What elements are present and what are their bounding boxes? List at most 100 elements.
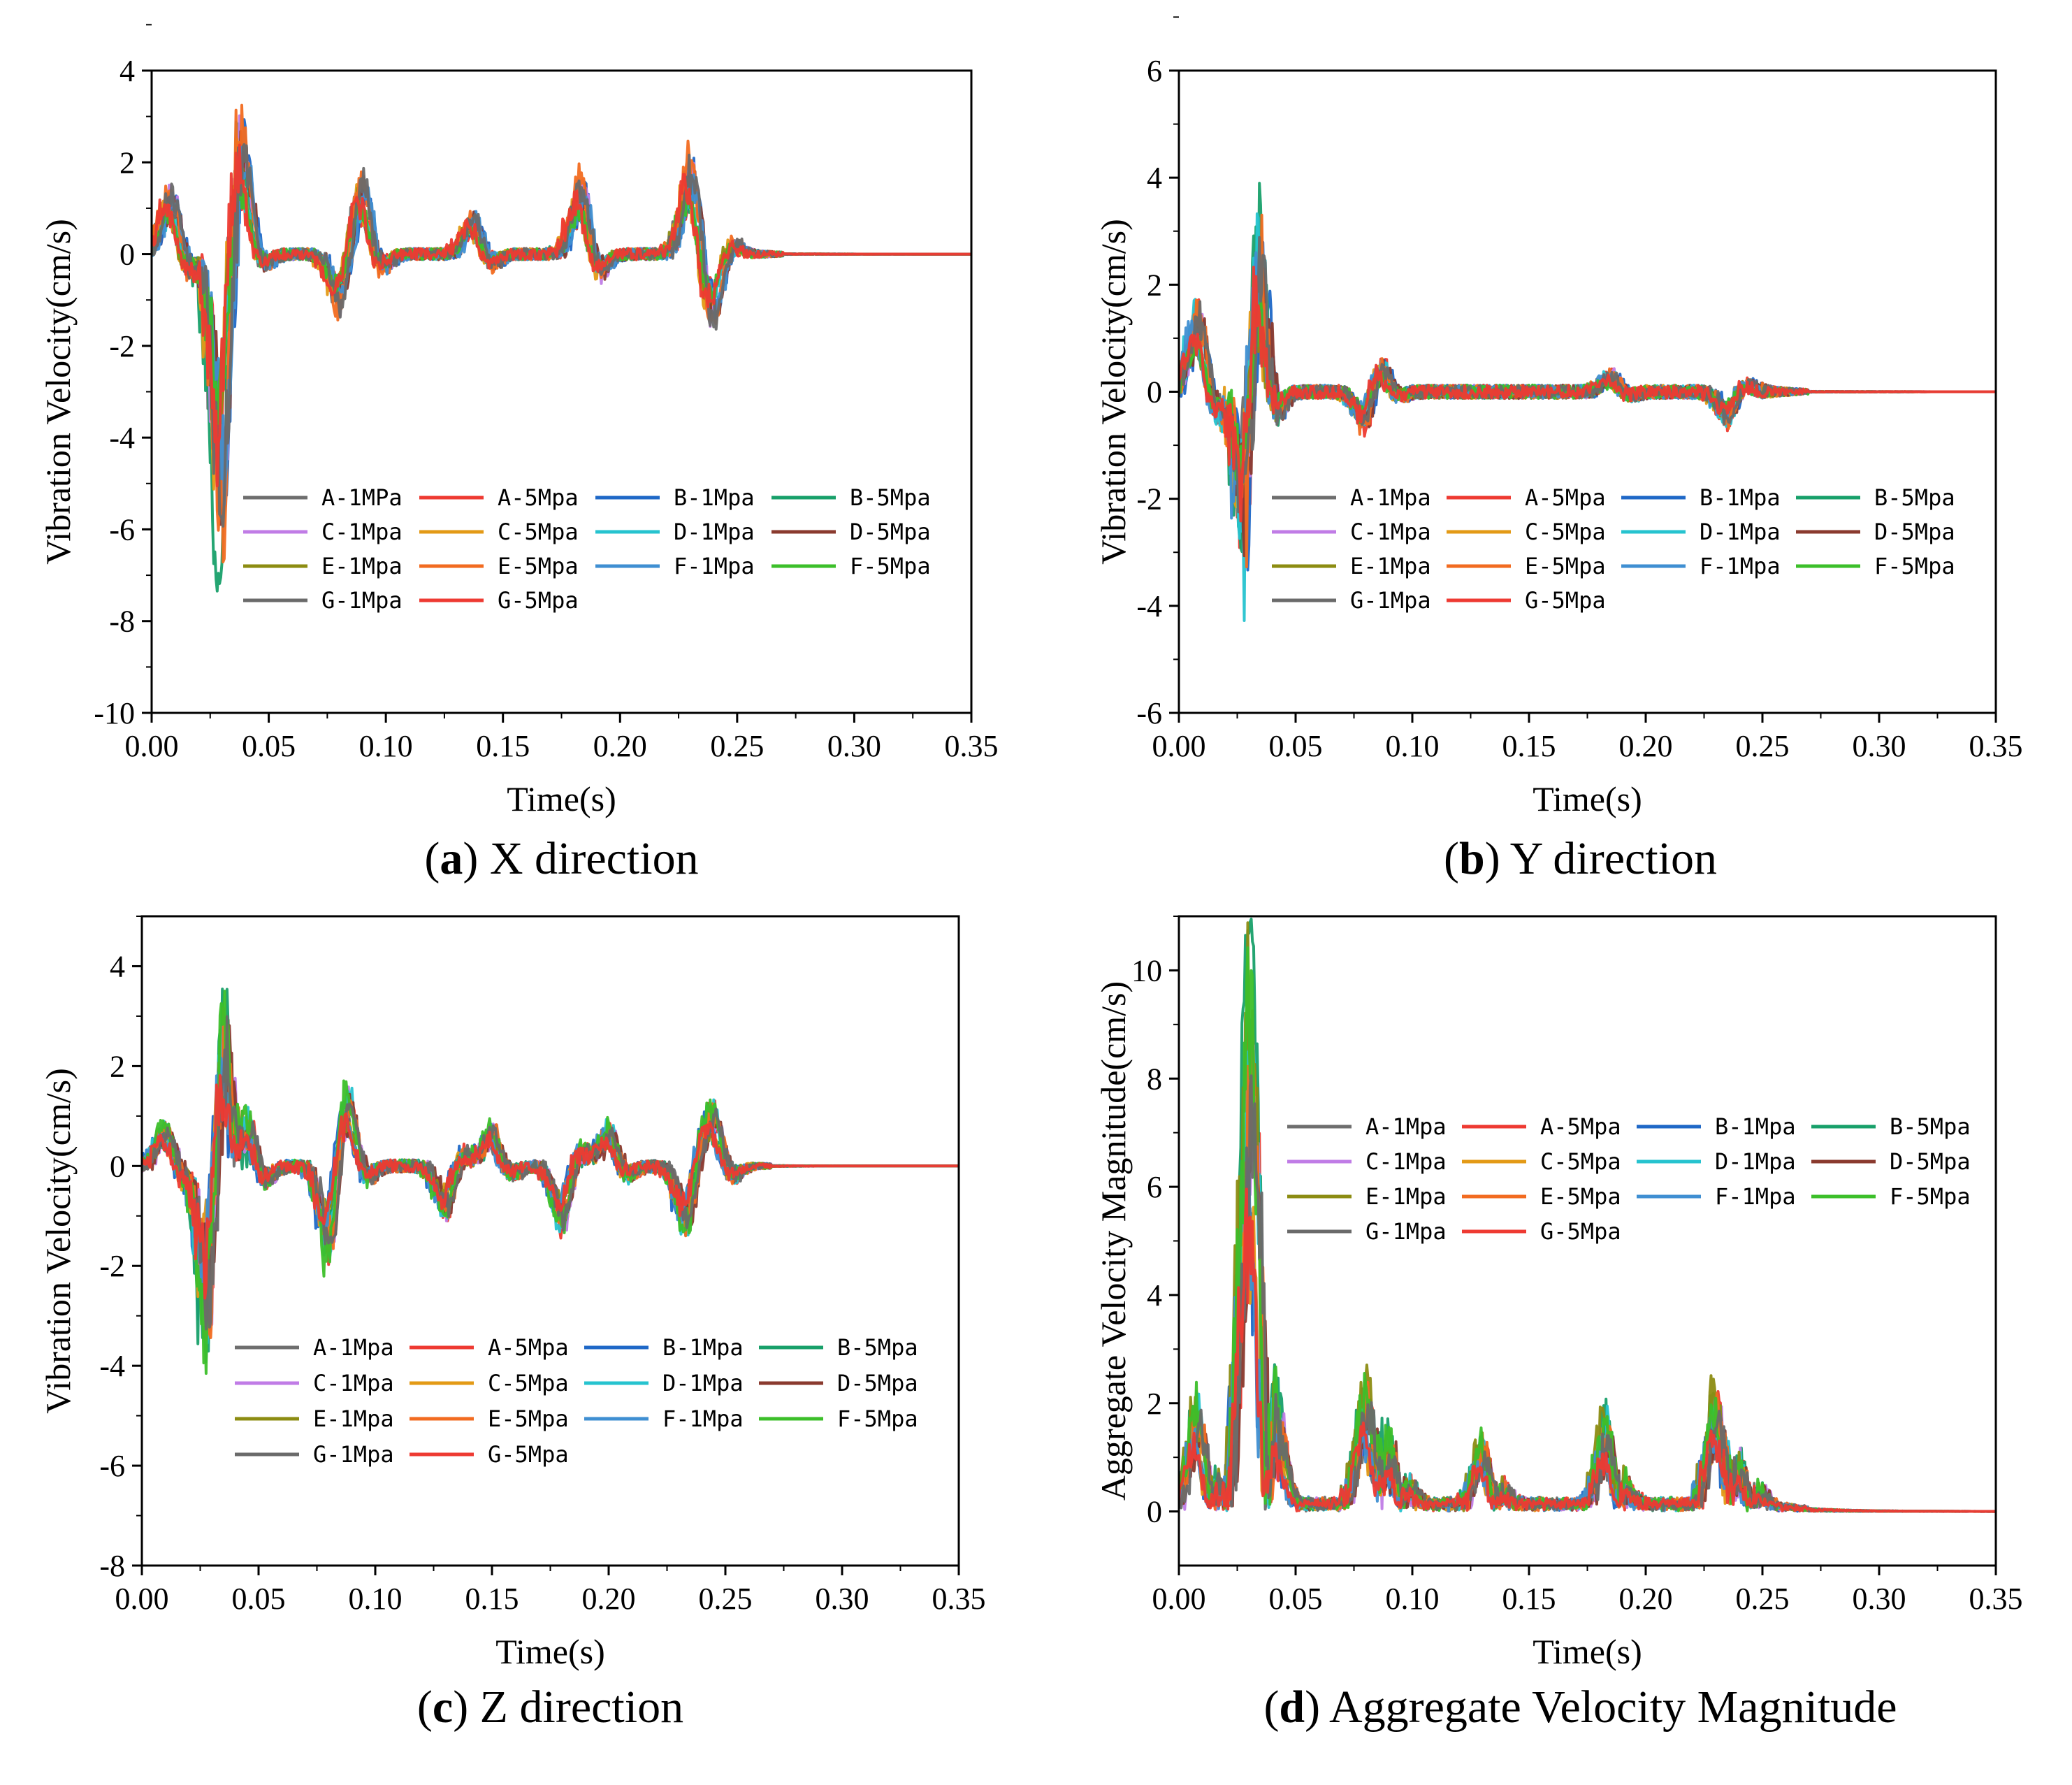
x-tick-label: 0.15: [476, 729, 530, 763]
legend: A-1Mpa A-5Mpa B-1Mpa B-5Mpa C-1Mpa C-5Mpa D-1M…: [235, 1334, 918, 1468]
chart-panel-c: 0.00 0.05 0.10 0.15 0.20 0.25 0.30 0.35 -8 -6 -4 -2…: [38, 915, 986, 1733]
y-tick-label: 10: [1131, 953, 1162, 988]
legend-label-D-1Mpa: D-1Mpa: [1715, 1148, 1796, 1175]
legend-label-G-1Mpa: G-1Mpa: [1350, 587, 1431, 614]
caption-text: ) X direction: [463, 833, 698, 884]
y-axis-title: Vibration Velocity(cm/s): [1094, 219, 1133, 565]
series-line-A-1Mpa: [152, 159, 971, 484]
y-tick-label: 4: [1147, 1278, 1162, 1313]
legend-label-D-5Mpa: D-5Mpa: [1874, 519, 1955, 545]
legend-label-E-5Mpa: E-5Mpa: [1525, 553, 1606, 579]
y-tick-label: -6: [1136, 696, 1162, 730]
y-tick-label: -4: [1136, 589, 1162, 623]
y-tick-label: -8: [109, 605, 135, 639]
x-tick-label: 0.25: [1736, 729, 1790, 763]
series-line-D-1Mpa: [1179, 1018, 1996, 1513]
y-tick-label: 2: [1147, 1387, 1162, 1421]
legend-label-C-5Mpa: C-5Mpa: [1525, 519, 1606, 545]
caption-paren-open: (: [417, 1682, 433, 1733]
y-tick-label: 2: [119, 145, 135, 180]
x-axis-title: Time(s): [1533, 779, 1642, 818]
legend-label-E-5Mpa: E-5Mpa: [488, 1405, 569, 1432]
x-tick-label: 0.20: [582, 1582, 636, 1616]
series-line-F-1Mpa: [152, 145, 971, 507]
series-line-G-5Mpa: [1179, 266, 1996, 523]
series-group: [152, 103, 971, 593]
series-line-G-1Mpa: [1179, 1074, 1996, 1513]
y-axis-title: Aggregate Velocity Magnitude(cm/s): [1094, 981, 1133, 1501]
y-tick-label: -10: [94, 696, 135, 730]
series-line-E-1Mpa: [152, 167, 971, 456]
series-line-E-1Mpa: [142, 1049, 959, 1273]
y-tick-label: 2: [1147, 268, 1162, 302]
legend-label-F-1Mpa: F-1Mpa: [662, 1405, 744, 1432]
x-axis-title: Time(s): [495, 1632, 605, 1671]
legend-label-B-1Mpa: B-1Mpa: [674, 484, 755, 511]
legend-label-G-5Mpa: G-5Mpa: [1540, 1218, 1621, 1245]
legend-label-B-1Mpa: B-1Mpa: [1715, 1113, 1796, 1140]
caption-text: ) Aggregate Velocity Magnitude: [1305, 1682, 1897, 1733]
x-tick-label: 0.20: [593, 729, 647, 763]
caption-paren-open: (: [1263, 1682, 1279, 1733]
legend-label-C-5Mpa: C-5Mpa: [498, 519, 579, 545]
legend: A-1MPa A-5Mpa B-1Mpa B-5Mpa C-1Mpa C-5Mpa D-1M…: [243, 484, 931, 614]
series-line-G-5Mpa: [142, 1074, 959, 1300]
chart-panel-a: 0.00 0.05 0.10 0.15 0.20 0.25 0.30 0.35 -10 -8 -6 -…: [38, 24, 999, 884]
legend-label-F-1Mpa: F-1Mpa: [1715, 1183, 1796, 1210]
legend-label-B-5Mpa: B-5Mpa: [837, 1334, 918, 1361]
x-tick-label: 0.30: [816, 1582, 869, 1616]
legend-label-G-1Mpa: G-1Mpa: [1365, 1218, 1447, 1245]
x-tick-label: 0.15: [465, 1582, 519, 1616]
caption-paren-open: (: [424, 833, 440, 884]
legend-label-D-1Mpa: D-1Mpa: [674, 519, 755, 545]
x-tick-label: 0.10: [1386, 1582, 1440, 1616]
chart-panel-d: 0.00 0.05 0.10 0.15 0.20 0.25 0.30 0.35 0 2 4 6 8 10 T…: [1094, 915, 2023, 1733]
legend-label-D-5Mpa: D-5Mpa: [1890, 1148, 1971, 1175]
legend-label-F-5Mpa: F-5Mpa: [1874, 553, 1955, 579]
legend-label-A-1Mpa: A-1Mpa: [1365, 1113, 1447, 1140]
series-line-C-5Mpa: [152, 137, 971, 491]
x-tick-label: 0.05: [232, 1582, 286, 1616]
x-tick-label: 0.05: [242, 729, 296, 763]
y-tick-label: 4: [1147, 161, 1162, 195]
x-tick-label: 0.15: [1502, 1582, 1556, 1616]
legend-label-A-5Mpa: A-5Mpa: [1540, 1113, 1621, 1140]
y-tick-label: -8: [99, 1549, 125, 1583]
caption-letter: d: [1279, 1682, 1305, 1733]
y-tick-label: 0: [1147, 1495, 1162, 1529]
caption-paren-open: (: [1444, 833, 1459, 884]
series-line-F-5Mpa: [152, 153, 971, 435]
y-tick-label: 6: [1147, 1170, 1162, 1204]
legend-label-A-1Mpa: A-1MPa: [321, 484, 403, 511]
x-tick-label: 0.00: [115, 1582, 169, 1616]
legend-label-F-5Mpa: F-5Mpa: [1890, 1183, 1971, 1210]
y-tick-label: -6: [99, 1449, 125, 1483]
series-group: [1179, 182, 1996, 622]
legend-label-G-1Mpa: G-1Mpa: [321, 587, 403, 614]
x-tick-label: 0.35: [1969, 1582, 2023, 1616]
y-tick-label: 2: [110, 1049, 125, 1083]
legend-label-C-1Mpa: C-1Mpa: [1365, 1148, 1447, 1175]
panel-caption: (a) X direction: [424, 833, 698, 884]
x-axis-title: Time(s): [1533, 1632, 1642, 1671]
y-tick-label: 0: [1147, 375, 1162, 410]
series-group: [1179, 917, 1996, 1513]
x-tick-label: 0.30: [1853, 1582, 1906, 1616]
caption-letter: b: [1459, 833, 1485, 884]
legend-label-A-5Mpa: A-5Mpa: [488, 1334, 569, 1361]
legend-label-F-5Mpa: F-5Mpa: [837, 1405, 918, 1432]
legend-label-A-5Mpa: A-5Mpa: [498, 484, 579, 511]
legend-label-E-1Mpa: E-1Mpa: [1350, 553, 1431, 579]
x-tick-label: 0.05: [1269, 729, 1323, 763]
series-line-B-5Mpa: [1179, 917, 1996, 1513]
legend-label-E-1Mpa: E-1Mpa: [313, 1405, 394, 1432]
y-tick-label: 4: [119, 54, 135, 88]
chart-panel-b: 0.00 0.05 0.10 0.15 0.20 0.25 0.30 0.35 -6 -4 -2 0 2…: [1094, 16, 2023, 884]
y-tick-label: -2: [99, 1249, 125, 1283]
x-tick-label: 0.00: [1152, 1582, 1206, 1616]
x-tick-label: 0.10: [349, 1582, 403, 1616]
y-tick-label: 4: [110, 949, 125, 983]
legend-label-B-5Mpa: B-5Mpa: [850, 484, 931, 511]
legend: A-1Mpa A-5Mpa B-1Mpa B-5Mpa C-1Mpa C-5Mpa D-1M…: [1287, 1113, 1971, 1245]
caption-text: ) Z direction: [453, 1682, 683, 1733]
